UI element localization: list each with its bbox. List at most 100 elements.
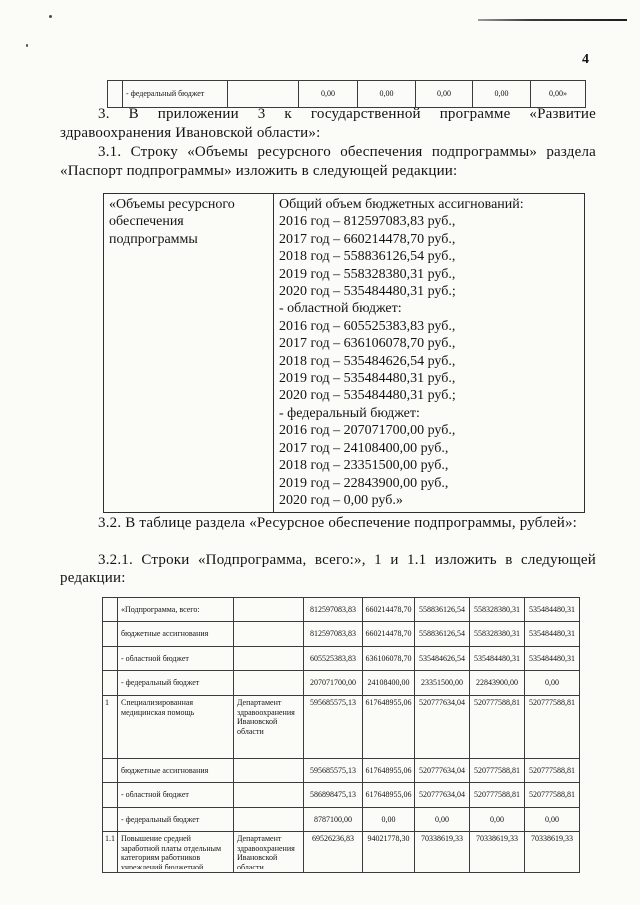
cell-text: Повышение средней заработной платы отдел…	[121, 834, 222, 869]
table-cell: 520777588,81	[524, 695, 580, 759]
table-cell: 617648955,06	[362, 695, 415, 759]
table-cell: 0,00	[524, 670, 580, 696]
table-cell	[102, 807, 118, 832]
table-cell: бюджетные ассигнования	[117, 621, 234, 647]
table-cell: 558328380,31	[469, 621, 525, 647]
paragraph-item-3-2: 3.2. В таблице раздела «Ресурсное обеспе…	[98, 515, 578, 531]
table-row: - федеральный бюджет 8787100,00 0,00 0,0…	[102, 807, 580, 832]
table-cell: 617648955,06	[362, 758, 415, 783]
table-cell: Департамент здравоохранения Ивановской о…	[233, 695, 304, 759]
table-cell: 535484480,31	[524, 646, 580, 671]
table-cell	[233, 621, 304, 647]
table-cell: 535484626,54	[414, 646, 470, 671]
table-cell: 520777588,81	[469, 758, 525, 783]
table-cell: Специализированная медицинская помощь	[117, 695, 234, 759]
table-cell	[102, 758, 118, 783]
passport-row-content: Общий объем бюджетных ассигнований: 2016…	[273, 192, 585, 514]
table-cell: 24108400,00	[362, 670, 415, 696]
table-cell	[102, 782, 118, 808]
table-cell: 94021778,30	[362, 831, 415, 873]
table-cell: - федеральный бюджет	[122, 80, 228, 108]
paragraph-item-3-1: 3.1. Строку «Объемы ресурсного обеспечен…	[60, 144, 596, 179]
table-cell: 0,00	[414, 807, 470, 832]
scan-artifact-dot	[26, 44, 28, 47]
cell-text: Департамент здравоохранения Ивановской о…	[237, 834, 295, 869]
table-cell: 0,00»	[530, 80, 586, 108]
table-cell: 23351500,00	[414, 670, 470, 696]
table-cell: 520777588,81	[524, 782, 580, 808]
table-row: «Подпрограмма, всего: 812597083,83 66021…	[102, 597, 580, 622]
table-cell: - федеральный бюджет	[117, 670, 234, 696]
table-cell: 1	[102, 695, 118, 759]
table-cell: 636106078,70	[362, 646, 415, 671]
table-cell: 617648955,06	[362, 782, 415, 808]
passport-row-label: «Объемы ресурсного обеспечения подпрогра…	[103, 192, 274, 514]
table-cell: 520777588,81	[524, 758, 580, 783]
table-cell: 595685575,13	[303, 695, 363, 759]
table-cell: 520777634,04	[414, 782, 470, 808]
table-cell: Повышение средней заработной платы отдел…	[117, 831, 234, 873]
table-cell	[233, 670, 304, 696]
table-row: - федеральный бюджет 207071700,00 241084…	[102, 670, 580, 696]
table-cell: 595685575,13	[303, 758, 363, 783]
table-row: бюджетные ассигнования 812597083,83 6602…	[102, 621, 580, 647]
table-cell	[102, 621, 118, 647]
resource-provision-table: «Подпрограмма, всего: 812597083,83 66021…	[102, 597, 580, 873]
page-number: 4	[582, 52, 589, 67]
table-cell: «Подпрограмма, всего:	[117, 597, 234, 622]
table-cell: 520777588,81	[469, 695, 525, 759]
table-cell	[227, 80, 299, 108]
table-row: 1 Специализированная медицинская помощь …	[102, 695, 580, 759]
table-cell: - областной бюджет	[117, 782, 234, 808]
table-cell: 558836126,54	[414, 621, 470, 647]
table-cell	[233, 646, 304, 671]
table-cell: 605525383,83	[303, 646, 363, 671]
table-row: «Объемы ресурсного обеспечения подпрогра…	[103, 192, 585, 514]
table-cell: 812597083,83	[303, 621, 363, 647]
table-cell	[233, 807, 304, 832]
table-cell: 660214478,70	[362, 597, 415, 622]
table-cell: 8787100,00	[303, 807, 363, 832]
paragraph-item-3: 3. В приложении 3 к государственной прог…	[60, 106, 596, 141]
table-cell: 70338619,33	[524, 831, 580, 873]
table-cell: 70338619,33	[469, 831, 525, 873]
scan-artifact-dot	[49, 15, 52, 18]
table-cell: - федеральный бюджет	[117, 807, 234, 832]
table-cell: 535484480,31	[469, 646, 525, 671]
table-row: - областной бюджет 586898475,13 61764895…	[102, 782, 580, 808]
table-cell: 69526236,83	[303, 831, 363, 873]
table-cell: 558836126,54	[414, 597, 470, 622]
table-cell: 660214478,70	[362, 621, 415, 647]
paragraph-item-3-2-1: 3.2.1. Строки «Подпрограмма, всего:», 1 …	[60, 552, 596, 586]
table-cell: 0,00	[472, 80, 531, 108]
table-cell	[107, 80, 123, 108]
table-cell: 520777634,04	[414, 695, 470, 759]
table-cell: 0,00	[415, 80, 473, 108]
table-cell: 0,00	[469, 807, 525, 832]
table-cell: бюджетные ассигнования	[117, 758, 234, 783]
table-cell: 812597083,83	[303, 597, 363, 622]
table-cell	[102, 646, 118, 671]
table-cell	[102, 597, 118, 622]
table-cell: 0,00	[357, 80, 416, 108]
table-cell: 535484480,31	[524, 597, 580, 622]
passport-table: «Объемы ресурсного обеспечения подпрогра…	[103, 192, 585, 514]
table-cell: 1.1	[102, 831, 118, 873]
table-cell: 586898475,13	[303, 782, 363, 808]
table-cell: 22843900,00	[469, 670, 525, 696]
table-cell	[102, 670, 118, 696]
table-cell: Департамент здравоохранения Ивановской о…	[233, 831, 304, 873]
table-row: - областной бюджет 605525383,83 63610607…	[102, 646, 580, 671]
table-row: 1.1 Повышение средней заработной платы о…	[102, 831, 580, 873]
table-cell: 70338619,33	[414, 831, 470, 873]
table-cell: - областной бюджет	[117, 646, 234, 671]
table-cell: 520777588,81	[469, 782, 525, 808]
table-cell: 0,00	[298, 80, 358, 108]
table-cell	[233, 758, 304, 783]
scan-artifact-line	[478, 19, 627, 21]
table-cell: 535484480,31	[524, 621, 580, 647]
table-cell: 558328380,31	[469, 597, 525, 622]
federal-budget-continuation-table: - федеральный бюджет 0,00 0,00 0,00 0,00…	[107, 80, 586, 108]
table-cell: 0,00	[524, 807, 580, 832]
